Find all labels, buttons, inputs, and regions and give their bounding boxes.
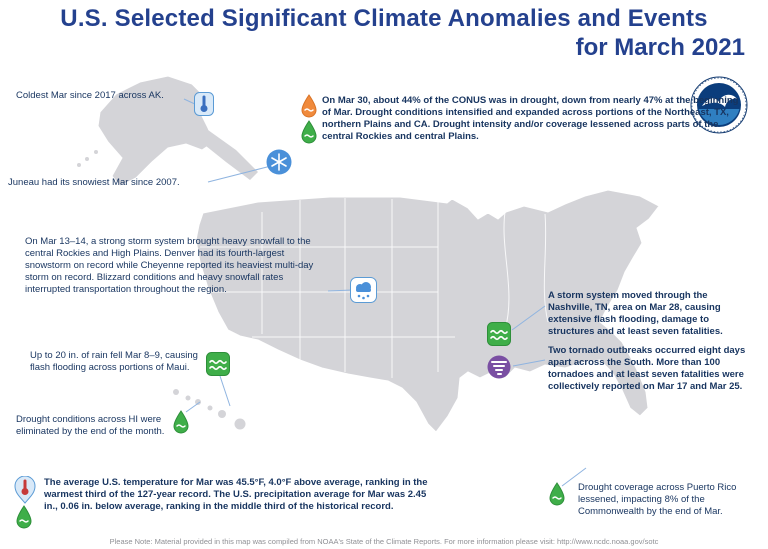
- drought-drop-green-icon: [300, 120, 318, 144]
- callout-conus-drought: On Mar 30, about 44% of the CONUS was in…: [322, 95, 750, 143]
- callout-lines: [183, 98, 587, 487]
- callout-ak-cold-text: Coldest Mar since 2017 across AK.: [16, 90, 164, 101]
- footer-note: Please Note: Material provided in this m…: [109, 537, 659, 546]
- callout-nashville-flood: A storm system moved through the Nashvil…: [548, 290, 748, 338]
- callout-national-summary: The average U.S. temperature for Mar was…: [44, 477, 442, 513]
- callout-juneau-snow-text: Juneau had its snowiest Mar since 2007.: [8, 177, 180, 188]
- callout-juneau-snow: Juneau had its snowiest Mar since 2007.: [8, 177, 208, 189]
- callout-ak-cold: Coldest Mar since 2017 across AK.: [16, 90, 188, 102]
- snowflake-icon: [266, 149, 292, 175]
- page-title: U.S. Selected Significant Climate Anomal…: [60, 5, 708, 32]
- alaska-panhandle-shape: [206, 130, 258, 180]
- callout-conus-drought-text: On Mar 30, about 44% of the CONUS was in…: [322, 95, 739, 143]
- callout-hi-drought-text: Drought conditions across HI were elimin…: [16, 414, 165, 438]
- callout-pr-drought-text: Drought coverage across Puerto Rico less…: [578, 482, 737, 518]
- state-borders: [200, 198, 549, 378]
- callout-maui-rain-text: Up to 20 in. of rain fell Mar 8–9, causi…: [30, 350, 198, 374]
- raindrop-pin-icon: [15, 505, 33, 529]
- noaa-logo: [690, 76, 748, 134]
- callout-storm-rockies: On Mar 13–14, a strong storm system brou…: [25, 236, 327, 296]
- hawaii-islands: [173, 389, 246, 430]
- callout-storm-rockies-text: On Mar 13–14, a strong storm system brou…: [25, 236, 314, 296]
- drought-drop-orange-icon: [300, 94, 318, 118]
- flood-waves-icon: [206, 352, 230, 376]
- callout-tornado-outbreaks-text: Two tornado outbreaks occurred eight day…: [548, 345, 746, 393]
- callout-tornado-outbreaks: Two tornado outbreaks occurred eight day…: [548, 345, 750, 393]
- snow-cloud-icon: [350, 277, 377, 303]
- raindrop-pin-icon: [172, 410, 190, 434]
- callout-maui-rain: Up to 20 in. of rain fell Mar 8–9, causi…: [30, 350, 208, 374]
- thermometer-pin-icon: [14, 475, 36, 504]
- flood-waves-icon: [487, 322, 511, 346]
- page-subtitle: for March 2021: [575, 34, 745, 61]
- callout-nashville-flood-text: A storm system moved through the Nashvil…: [548, 290, 723, 338]
- raindrop-pin-icon: [548, 482, 566, 506]
- thermometer-icon: [194, 92, 214, 116]
- callout-hi-drought: Drought conditions across HI were elimin…: [16, 414, 174, 438]
- aleutian-islands: [77, 150, 98, 167]
- tornado-icon: [487, 355, 511, 379]
- callout-pr-drought: Drought coverage across Puerto Rico less…: [578, 482, 746, 518]
- callout-national-summary-text: The average U.S. temperature for Mar was…: [44, 477, 428, 513]
- conus-shape: [195, 189, 660, 433]
- alaska-shape: [97, 75, 215, 187]
